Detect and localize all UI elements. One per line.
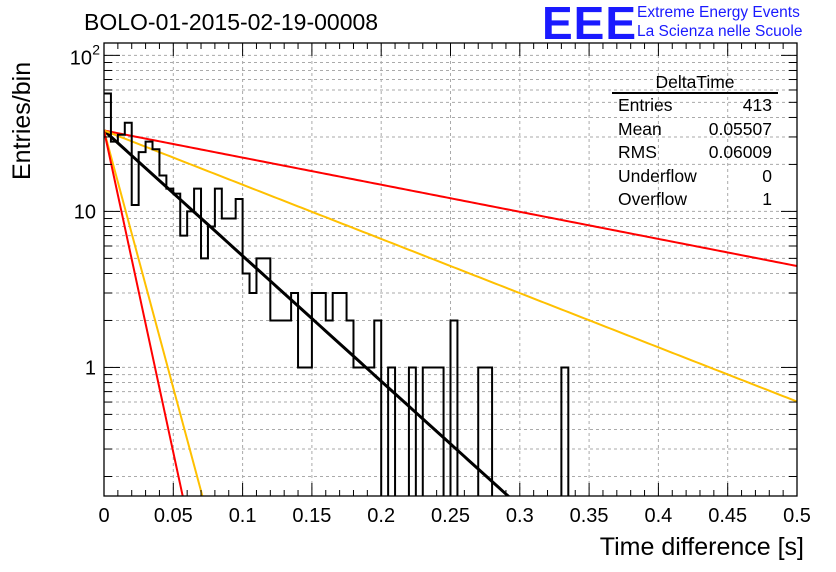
y-tick-label-exponent: 2 [92, 41, 100, 57]
y-tick-label: 1 [85, 357, 96, 379]
stats-value: 0 [762, 165, 772, 186]
stats-value: 1 [762, 189, 772, 209]
stats-box: DeltaTime Entries 413 Mean 0.05507 RMS 0… [612, 72, 778, 212]
stats-label: RMS [618, 142, 657, 162]
y-tick-label: 10 [74, 201, 96, 223]
logo-line-1: Extreme Energy Events [637, 4, 800, 21]
x-tick-label: 0.35 [570, 505, 609, 527]
stats-label: Mean [618, 118, 662, 139]
y-axis-label: Entries/bin [8, 61, 36, 180]
stats-value: 0.05507 [708, 118, 772, 139]
stats-row-overflow: Overflow 1 [612, 188, 778, 212]
chart-title: BOLO-01-2015-02-19-00008 [84, 9, 379, 35]
stats-value: 413 [742, 95, 772, 115]
fit-curve [104, 129, 797, 403]
x-tick-label: 0.15 [292, 505, 331, 527]
fit-curve [104, 129, 797, 268]
stats-value: 0.06009 [708, 142, 772, 162]
eee-logo: EEE [542, 0, 638, 49]
stats-row-mean: Mean 0.05507 [612, 118, 778, 142]
x-tick-label: 0.5 [783, 505, 811, 527]
fit-curve [104, 130, 184, 496]
x-tick-label: 0.45 [708, 505, 747, 527]
x-tick-label: 0.4 [644, 505, 672, 527]
stats-label: Overflow [618, 189, 688, 209]
stats-label: Underflow [618, 165, 697, 186]
x-tick-label: 0.1 [229, 505, 257, 527]
stats-row-underflow: Underflow 0 [612, 165, 778, 189]
stats-title: DeltaTime [612, 72, 778, 94]
x-axis-label: Time difference [s] [599, 533, 804, 561]
stats-label: Entries [618, 95, 673, 115]
x-tick-label: 0.25 [431, 505, 470, 527]
x-tick-label: 0.05 [154, 505, 193, 527]
fit-curve [104, 129, 511, 496]
y-tick-label: 10 [70, 47, 92, 69]
stats-row-entries: Entries 413 [612, 94, 778, 118]
fit-curve [104, 130, 204, 496]
x-tick-label: 0 [98, 505, 109, 527]
stats-row-rms: RMS 0.06009 [612, 141, 778, 165]
x-tick-label: 0.2 [367, 505, 395, 527]
eee-logo-text: Extreme Energy Events La Scienza nelle S… [637, 3, 802, 41]
histogram-outline [104, 92, 570, 496]
x-tick-label: 0.3 [506, 505, 534, 527]
logo-line-2: La Scienza nelle Scuole [637, 23, 803, 40]
